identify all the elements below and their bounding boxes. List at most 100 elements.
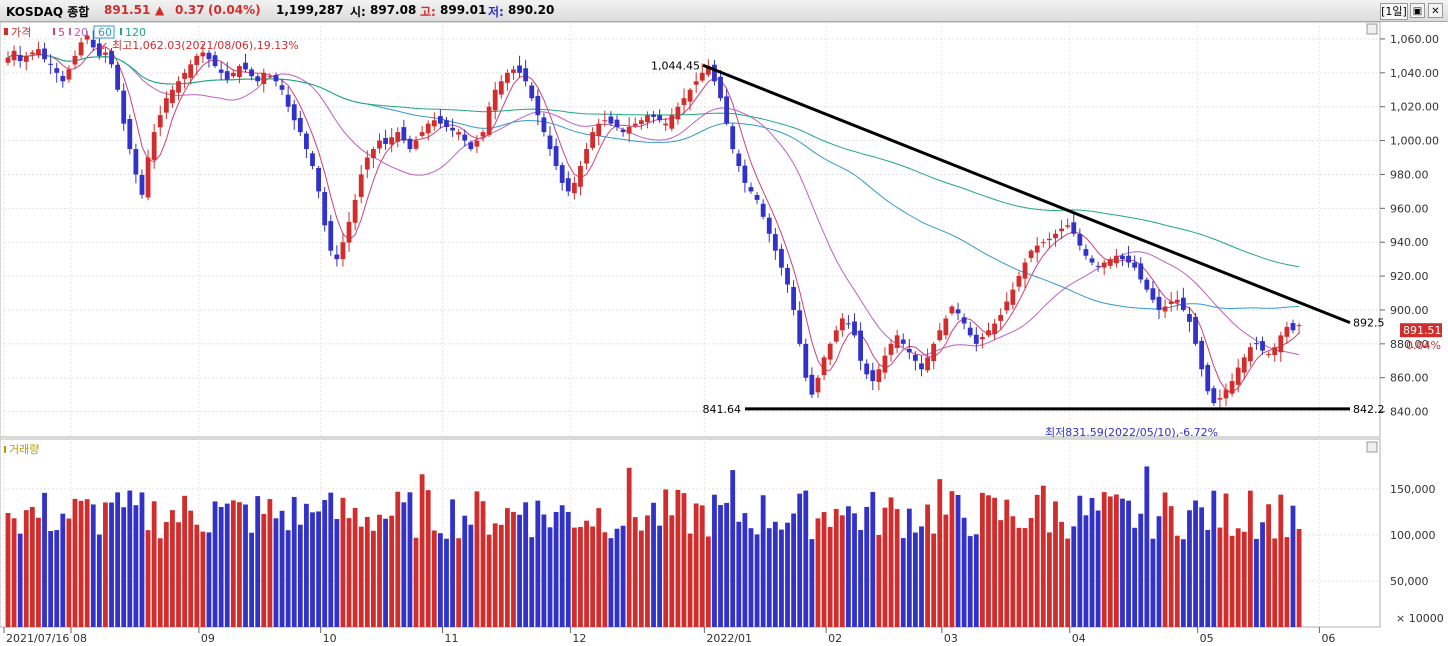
price-tick-label: 1,040.00: [1390, 67, 1439, 80]
candle-body: [1187, 314, 1192, 322]
candle-body: [468, 142, 474, 150]
candle-body: [395, 132, 401, 142]
candle-body: [931, 343, 937, 362]
candle-body: [504, 72, 510, 83]
candle-body: [815, 377, 821, 393]
volume-bar: [17, 533, 23, 627]
candle-body: [791, 287, 797, 310]
volume-bar: [870, 491, 876, 627]
candle-body: [809, 374, 815, 395]
trend-end-label: 892.5: [1353, 317, 1385, 330]
volume-bar: [1083, 515, 1089, 627]
volume-legend: 거래량: [4, 443, 39, 456]
candle-body: [657, 115, 663, 121]
volume-bar: [29, 506, 35, 627]
volume-bar: [474, 491, 480, 627]
volume-settings-icon[interactable]: [1366, 441, 1378, 453]
volume-bar: [486, 534, 492, 627]
candle-body: [669, 115, 675, 129]
trend-start-label: 1,044.45: [651, 59, 700, 72]
legend-ma5[interactable]: 5: [58, 26, 65, 39]
volume-bar: [645, 515, 650, 627]
candle-body: [176, 81, 181, 93]
candle-body: [48, 63, 54, 65]
price-panel: [0, 22, 1381, 438]
candle-body: [839, 318, 845, 331]
restore-icon[interactable]: ▣: [1410, 3, 1425, 18]
price-axis: 840.00 860.00 880.00 900.00 920.00 940.00 960.…: [1380, 33, 1439, 419]
volume-bar: [937, 479, 943, 627]
candle-body: [1077, 234, 1083, 246]
candle-body: [310, 153, 315, 166]
candle-body: [377, 140, 382, 149]
volume-bar: [194, 524, 200, 627]
candle-body: [230, 72, 236, 77]
stock-chart[interactable]: 840.00 860.00 880.00 900.00 920.00 940.00 960.…: [0, 22, 1448, 646]
volume-bar: [1217, 527, 1223, 627]
open-label: 시:: [350, 5, 366, 19]
volume-bar: [11, 518, 17, 627]
legend-ma20[interactable]: 20: [74, 26, 88, 39]
candle-body: [249, 69, 254, 77]
date-label: 2022/01: [706, 632, 752, 645]
volume-bar: [791, 513, 797, 627]
candle-body: [1144, 279, 1150, 290]
candle-body: [480, 132, 486, 137]
volume-bar: [261, 513, 267, 627]
candle-body: [523, 68, 529, 82]
volume-bar: [1101, 492, 1107, 627]
candle-body: [255, 76, 261, 82]
candle-body: [681, 98, 687, 105]
volume-bar: [145, 530, 151, 627]
candle-body: [1150, 288, 1156, 300]
volume-bar: [614, 528, 620, 627]
volume-bar: [1113, 494, 1119, 627]
candle-body: [157, 115, 163, 128]
candle-body: [1241, 357, 1247, 373]
trendlines: [702, 63, 1351, 411]
period-selector[interactable]: [1일]: [1380, 3, 1408, 20]
volume-bar: [852, 513, 857, 627]
volume-bar: [523, 502, 529, 627]
volume-bar: [1272, 538, 1278, 627]
symbol-name[interactable]: KOSDAQ 종합: [6, 5, 90, 19]
candle-body: [1180, 297, 1186, 310]
candle-body: [1168, 301, 1174, 305]
candle-body: [553, 146, 559, 166]
candle-body: [967, 327, 973, 336]
volume-bar: [468, 524, 474, 627]
candle-body: [1010, 289, 1016, 305]
volume-unit-label: × 10000: [1396, 612, 1444, 625]
price-tick-label: 1,060.00: [1390, 33, 1439, 46]
last-pct-label: 0.04%: [1406, 339, 1441, 352]
volume-bar: [541, 514, 547, 627]
volume-bar: [949, 491, 955, 627]
volume-bar: [456, 538, 462, 627]
candle-body: [614, 119, 620, 128]
candle-body: [419, 132, 425, 136]
candle-body: [170, 89, 175, 104]
candle-body: [42, 48, 47, 60]
volume-bar: [395, 491, 401, 627]
volume-bar: [864, 506, 870, 627]
candle-body: [1138, 263, 1144, 280]
candle-body: [559, 165, 565, 183]
price-tick-label: 840.00: [1390, 406, 1429, 419]
candle-body: [858, 330, 863, 361]
volume-bar: [1132, 527, 1138, 627]
volume-bar: [1034, 494, 1040, 627]
volume-bar: [712, 494, 717, 627]
volume-bar: [498, 524, 504, 627]
volume-bar: [925, 504, 930, 627]
candle-body: [724, 96, 730, 124]
volume-axis: 50,000 100,000 150,000 × 10000: [1390, 483, 1444, 625]
legend-ma120[interactable]: 120: [125, 26, 146, 39]
volume-bar: [72, 498, 78, 627]
candle-body: [1095, 265, 1101, 267]
legend-ma60[interactable]: 60: [98, 26, 112, 39]
candle-body: [645, 115, 650, 123]
close-icon[interactable]: ✕: [1428, 3, 1443, 18]
panel-settings-icon[interactable]: [1366, 23, 1378, 35]
resistance-trendline[interactable]: [702, 63, 1351, 325]
candle-body: [261, 72, 267, 85]
